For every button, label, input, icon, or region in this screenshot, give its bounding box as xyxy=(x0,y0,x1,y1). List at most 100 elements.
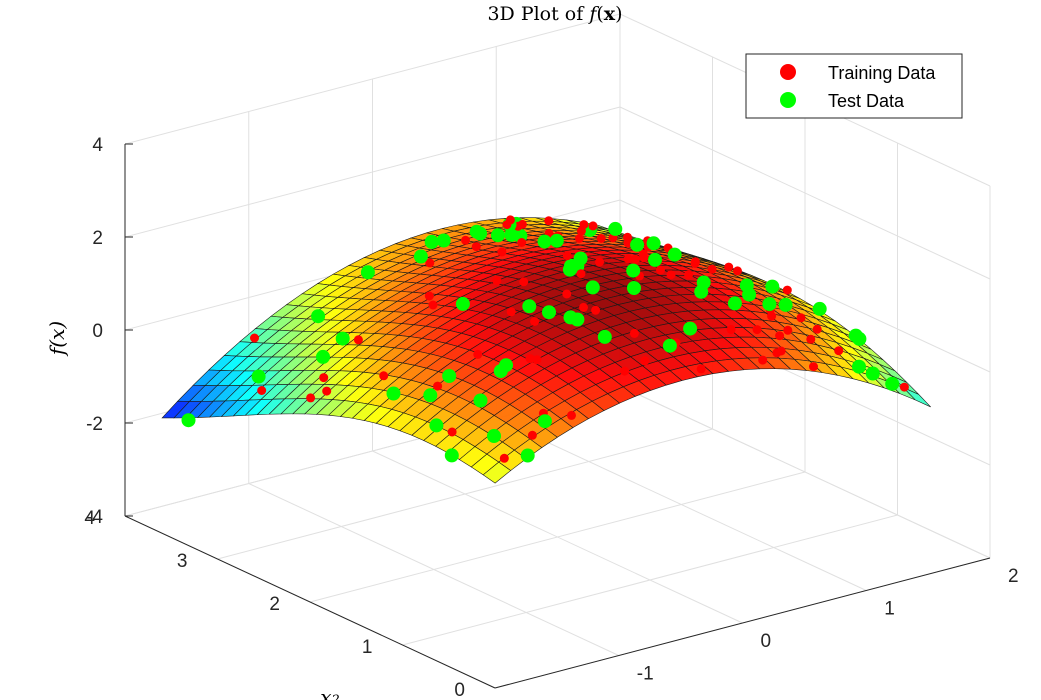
test-point xyxy=(520,448,535,463)
test-point xyxy=(436,233,451,248)
test-point xyxy=(335,331,350,346)
test-point xyxy=(549,233,564,248)
training-point xyxy=(899,382,909,392)
z-tick-label: -2 xyxy=(86,414,103,435)
training-point xyxy=(733,266,742,276)
training-point xyxy=(379,371,389,381)
test-point xyxy=(455,296,470,311)
training-point xyxy=(707,264,717,274)
test-point xyxy=(487,429,501,443)
test-point xyxy=(442,369,457,383)
test-point xyxy=(812,301,827,316)
grid-line xyxy=(124,106,621,238)
x-tick-label: 2 xyxy=(1008,566,1019,587)
z-tick-label: -4 xyxy=(86,507,103,528)
test-point xyxy=(360,265,375,280)
grid-line xyxy=(309,471,806,603)
training-point xyxy=(724,262,734,272)
training-point xyxy=(639,253,649,263)
training-point xyxy=(576,269,586,279)
test-point xyxy=(424,234,439,249)
grid-line xyxy=(619,106,991,280)
x-tick-label: 1 xyxy=(884,599,895,620)
test-point xyxy=(311,309,326,324)
training-point xyxy=(579,302,588,312)
training-point xyxy=(428,300,438,310)
test-point xyxy=(473,393,488,408)
training-point xyxy=(461,235,470,245)
training-point xyxy=(629,328,639,338)
z-axis-label: f(x) xyxy=(45,321,69,357)
training-point xyxy=(767,311,777,321)
test-point xyxy=(648,252,662,267)
test-point xyxy=(852,359,866,374)
training-point xyxy=(544,216,554,226)
training-point xyxy=(782,285,792,295)
surface-patch xyxy=(482,461,512,484)
training-point xyxy=(623,232,632,242)
test-point xyxy=(646,236,661,251)
y-tick-label: 3 xyxy=(177,551,188,572)
legend-marker-training xyxy=(780,64,796,80)
test-point xyxy=(429,418,444,433)
training-point xyxy=(809,362,818,372)
training-point xyxy=(574,233,584,243)
training-point xyxy=(499,453,509,463)
training-point xyxy=(527,430,537,440)
training-point xyxy=(517,238,527,247)
training-point xyxy=(433,381,443,391)
training-point xyxy=(473,349,483,359)
training-point xyxy=(726,325,736,334)
training-point xyxy=(322,386,332,396)
test-point xyxy=(627,281,641,295)
test-point xyxy=(522,299,537,314)
training-point xyxy=(772,348,782,358)
training-point xyxy=(696,364,706,374)
training-point xyxy=(640,356,650,366)
training-point xyxy=(758,355,768,365)
test-point xyxy=(537,234,552,249)
test-point xyxy=(251,369,266,384)
test-point xyxy=(662,338,677,353)
test-point xyxy=(765,279,780,294)
training-point xyxy=(806,334,816,344)
training-point xyxy=(497,247,507,257)
training-point xyxy=(656,265,665,275)
data-points xyxy=(181,215,909,463)
test-point xyxy=(504,227,519,242)
y-tick-label: 4 xyxy=(84,508,95,529)
test-point xyxy=(181,413,196,428)
training-point xyxy=(567,410,576,420)
legend: Training Data Test Data xyxy=(745,53,963,119)
training-point xyxy=(684,270,694,280)
training-point xyxy=(783,325,793,335)
test-point xyxy=(852,331,867,346)
test-point xyxy=(423,388,438,403)
training-point xyxy=(250,333,259,343)
x-axis-line xyxy=(494,557,991,689)
test-point xyxy=(865,366,880,381)
training-point xyxy=(532,355,542,365)
test-point xyxy=(778,297,793,312)
test-point xyxy=(542,305,556,320)
training-point xyxy=(812,324,822,334)
y-tick-label: 0 xyxy=(454,680,465,700)
grid-line xyxy=(124,13,621,145)
test-point xyxy=(473,226,488,241)
training-point xyxy=(775,331,785,341)
training-point xyxy=(525,354,535,364)
training-point xyxy=(319,373,329,383)
training-point xyxy=(471,242,481,252)
training-point xyxy=(306,393,316,403)
training-point xyxy=(424,291,434,301)
z-tick-label: 0 xyxy=(92,321,103,342)
training-point xyxy=(752,325,762,335)
grid-line xyxy=(496,418,867,591)
chart-title: 3D Plot of f(x) xyxy=(487,3,622,25)
surface-mesh xyxy=(161,217,931,484)
training-point xyxy=(425,258,435,268)
test-point xyxy=(444,448,459,463)
training-point xyxy=(630,254,640,264)
z-tick-label: 2 xyxy=(92,228,103,249)
training-point xyxy=(447,427,457,437)
